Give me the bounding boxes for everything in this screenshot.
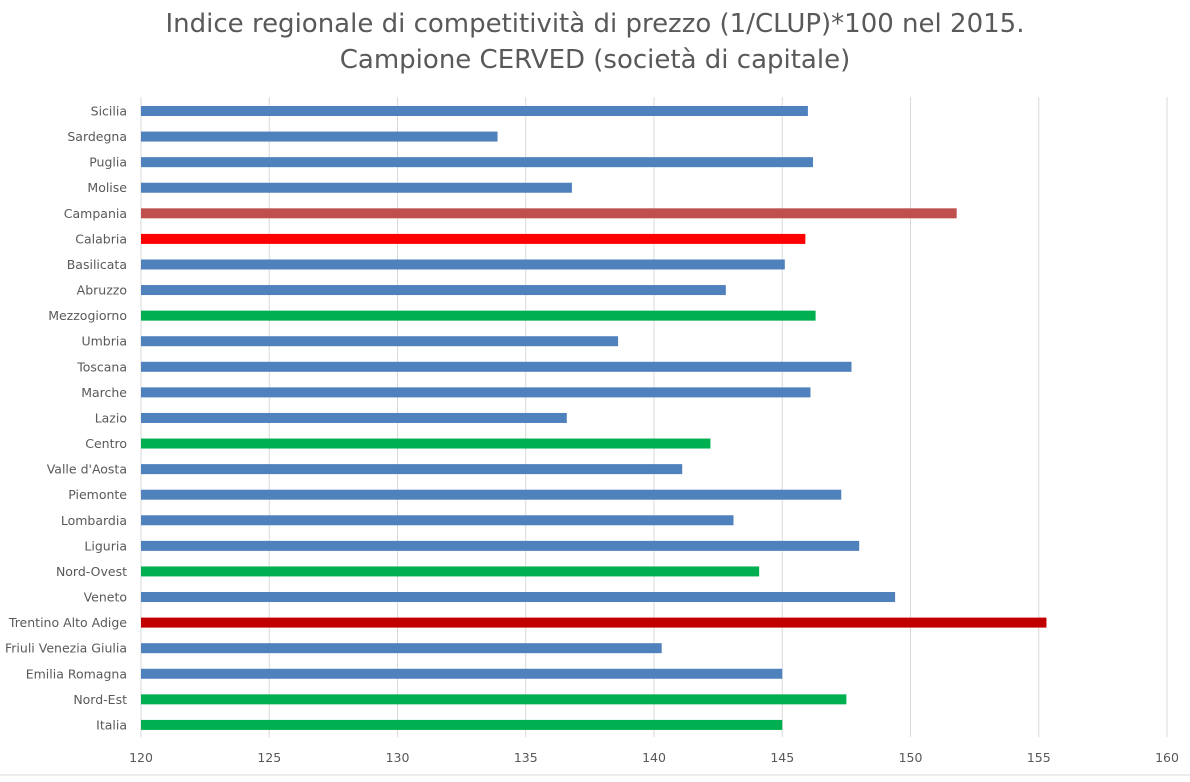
x-tick-label: 155: [1027, 750, 1051, 765]
category-label: Nord-Ovest: [56, 564, 127, 579]
category-label: Italia: [96, 717, 127, 732]
bar-molise: [141, 182, 572, 193]
bar-calabria: [141, 233, 806, 244]
x-tick-label: 120: [129, 750, 153, 765]
chart-title-block: Indice regionale di competitività di pre…: [0, 6, 1190, 78]
category-label: Marche: [81, 385, 127, 400]
bar-nord-est: [141, 694, 847, 705]
category-label: Puglia: [89, 155, 127, 170]
category-label: Abruzzo: [77, 283, 127, 298]
category-label: Toscana: [76, 359, 127, 374]
bar-valle-d-aosta: [141, 464, 683, 475]
bar-italia: [141, 719, 783, 730]
chart-title: Indice regionale di competitività di pre…: [165, 9, 1025, 39]
category-label: Lazio: [95, 410, 127, 425]
x-axis-tick-labels: 120 125 130 135 140 145 150 155 160: [129, 750, 1179, 765]
category-labels: Sicilia Sardegna Puglia Molise Campania Calab…: [5, 104, 127, 733]
bar-friuli-venezia-giulia: [141, 643, 662, 654]
category-label: Nord-Est: [73, 692, 127, 707]
bar-mezzogiorno: [141, 310, 816, 321]
category-label: Piemonte: [68, 487, 127, 502]
bar-umbria: [141, 336, 619, 347]
bar-puglia: [141, 157, 814, 168]
category-label: Umbria: [81, 334, 127, 349]
bar-trentino-alto-adige: [141, 617, 1047, 628]
bar-liguria: [141, 540, 860, 551]
category-label: Mezzogiorno: [48, 308, 127, 323]
bar-basilicata: [141, 259, 785, 270]
category-label: Sicilia: [91, 104, 127, 119]
x-tick-label: 125: [257, 750, 281, 765]
x-tick-label: 150: [899, 750, 923, 765]
bar-toscana: [141, 361, 852, 372]
bar-abruzzo: [141, 285, 726, 296]
bar-sicilia: [141, 106, 808, 116]
bar-lombardia: [141, 515, 734, 526]
x-tick-label: 140: [642, 750, 666, 765]
category-label: Liguria: [84, 538, 127, 553]
category-label: Valle d'Aosta: [47, 462, 127, 477]
x-tick-label: 145: [770, 750, 794, 765]
bar-campania: [141, 208, 957, 219]
category-label: Veneto: [84, 590, 127, 605]
category-label: Calabria: [75, 231, 127, 246]
bar-lazio: [141, 412, 567, 423]
category-label: Friuli Venezia Giulia: [5, 641, 127, 656]
category-label: Molise: [87, 180, 127, 195]
category-label: Emilia Romagna: [26, 666, 127, 681]
bar-centro: [141, 438, 711, 449]
bar-piemonte: [141, 489, 842, 500]
x-tick-label: 130: [386, 750, 410, 765]
category-label: Basilicata: [67, 257, 127, 272]
bar-veneto: [141, 592, 896, 603]
bars: [141, 106, 1047, 730]
category-label: Sardegna: [67, 129, 127, 144]
category-label: Centro: [85, 436, 127, 451]
chart-subtitle: Campione CERVED (società di capitale): [339, 45, 851, 75]
category-label: Campania: [64, 206, 127, 221]
x-tick-label: 160: [1155, 750, 1179, 765]
bar-marche: [141, 387, 811, 398]
x-tick-label: 135: [514, 750, 538, 765]
category-label: Trentino Alto Adige: [8, 615, 127, 630]
bar-sardegna: [141, 131, 498, 142]
category-label: Lombardia: [61, 513, 127, 528]
bar-nord-ovest: [141, 566, 760, 577]
bar-emilia-romagna: [141, 668, 783, 679]
